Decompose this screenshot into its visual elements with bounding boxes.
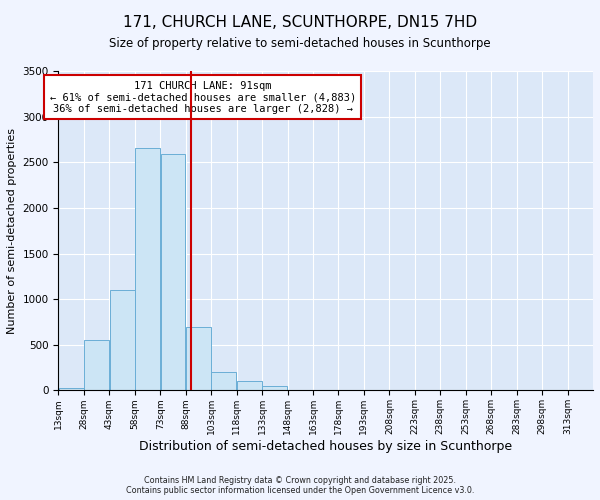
- Bar: [84, 340, 109, 390]
- Text: 171, CHURCH LANE, SCUNTHORPE, DN15 7HD: 171, CHURCH LANE, SCUNTHORPE, DN15 7HD: [123, 15, 477, 30]
- Bar: [110, 290, 134, 390]
- Bar: [59, 388, 83, 390]
- Y-axis label: Number of semi-detached properties: Number of semi-detached properties: [7, 128, 17, 334]
- Bar: [211, 372, 236, 390]
- Bar: [262, 386, 287, 390]
- Text: 171 CHURCH LANE: 91sqm
← 61% of semi-detached houses are smaller (4,883)
36% of : 171 CHURCH LANE: 91sqm ← 61% of semi-det…: [50, 80, 356, 114]
- Bar: [186, 326, 211, 390]
- Text: Contains HM Land Registry data © Crown copyright and database right 2025.
Contai: Contains HM Land Registry data © Crown c…: [126, 476, 474, 495]
- Bar: [161, 154, 185, 390]
- Bar: [135, 148, 160, 390]
- X-axis label: Distribution of semi-detached houses by size in Scunthorpe: Distribution of semi-detached houses by …: [139, 440, 512, 453]
- Bar: [237, 381, 262, 390]
- Text: Size of property relative to semi-detached houses in Scunthorpe: Size of property relative to semi-detach…: [109, 38, 491, 51]
